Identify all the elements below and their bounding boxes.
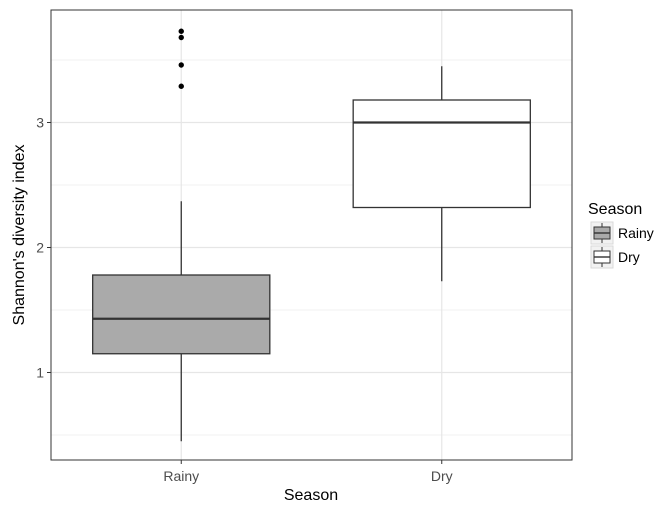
y-tick-label: 2 [36, 240, 44, 256]
y-axis-title: Shannon's diversity index [11, 145, 28, 326]
plot-panel-border [50, 9, 573, 461]
plot-panel-background [51, 10, 572, 460]
box-dry [352, 66, 531, 282]
box-iqr [352, 99, 531, 209]
legend-key-dry: Dry [590, 245, 640, 269]
legend-title: Season [588, 201, 642, 218]
outlier-point [178, 34, 184, 41]
legend-label: Dry [618, 249, 640, 265]
outlier-point [178, 62, 184, 68]
y-tick-label: 1 [36, 365, 44, 381]
legend: Season Rainy Dry [588, 201, 654, 269]
legend-key-rainy: Rainy [590, 221, 654, 245]
x-tick-label: Dry [431, 468, 453, 484]
x-tick-label: Rainy [163, 468, 199, 484]
y-tick-label: 3 [36, 115, 44, 131]
axes: 1 2 3 Rainy Dry [36, 115, 452, 485]
box-series [92, 28, 531, 442]
outlier-point [178, 83, 184, 89]
outlier-point [178, 28, 184, 34]
x-axis-title: Season [284, 487, 338, 504]
box-iqr [92, 274, 271, 355]
box-rainy [92, 28, 271, 442]
legend-label: Rainy [618, 225, 654, 241]
